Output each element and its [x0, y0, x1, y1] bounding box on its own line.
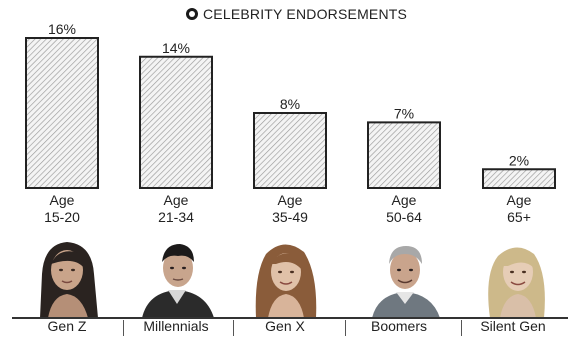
gen-label-millennials: Millennials: [143, 318, 209, 334]
category-tick-label: Age: [164, 192, 189, 208]
category-tick-label: Age: [278, 192, 303, 208]
portrait-gen-z: [18, 234, 116, 318]
bar-value-label: 2%: [509, 152, 529, 168]
bar-4: [482, 168, 556, 189]
bar-chart: 16%Age15-2014%Age21-348%Age35-497%Age50-…: [25, 21, 556, 225]
category-tick-label: Age: [507, 192, 532, 208]
category-tick-label: 15-20: [44, 209, 80, 225]
chart-title: CELEBRITY ENDORSEMENTS: [186, 6, 407, 22]
portrait-gen-x: [236, 234, 334, 318]
bar-2: [253, 112, 327, 189]
bar-value-label: 8%: [280, 96, 300, 112]
gen-label-boomers: Boomers: [370, 318, 428, 334]
bar-0: [25, 37, 99, 189]
bar-3: [367, 121, 441, 189]
portrait-boomers: [356, 234, 454, 318]
bar-1: [139, 55, 213, 189]
category-tick-label: 50-64: [386, 209, 422, 225]
gen-label-gen-x: Gen X: [265, 318, 305, 334]
bar-value-label: 7%: [394, 105, 414, 121]
category-tick-label: 65+: [507, 209, 531, 225]
bar-value-label: 16%: [48, 21, 76, 37]
gen-label-gen-z: Gen Z: [47, 318, 87, 334]
gen-separator: [461, 320, 462, 336]
portrait-baseline: [12, 317, 568, 319]
bar-value-label: 14%: [162, 40, 190, 56]
gen-label-silent-gen: Silent Gen: [480, 318, 546, 334]
title-bullet-icon: [186, 8, 198, 20]
category-tick-label: 21-34: [158, 209, 194, 225]
category-tick-label: Age: [50, 192, 75, 208]
category-tick-label: 35-49: [272, 209, 308, 225]
chart-title-text: CELEBRITY ENDORSEMENTS: [203, 6, 408, 22]
gen-separator: [123, 320, 124, 336]
category-tick-label: Age: [392, 192, 417, 208]
gen-separator: [233, 320, 234, 336]
gen-separator: [345, 320, 346, 336]
portrait-silent-gen: [468, 234, 566, 318]
portrait-millennials: [128, 234, 226, 318]
